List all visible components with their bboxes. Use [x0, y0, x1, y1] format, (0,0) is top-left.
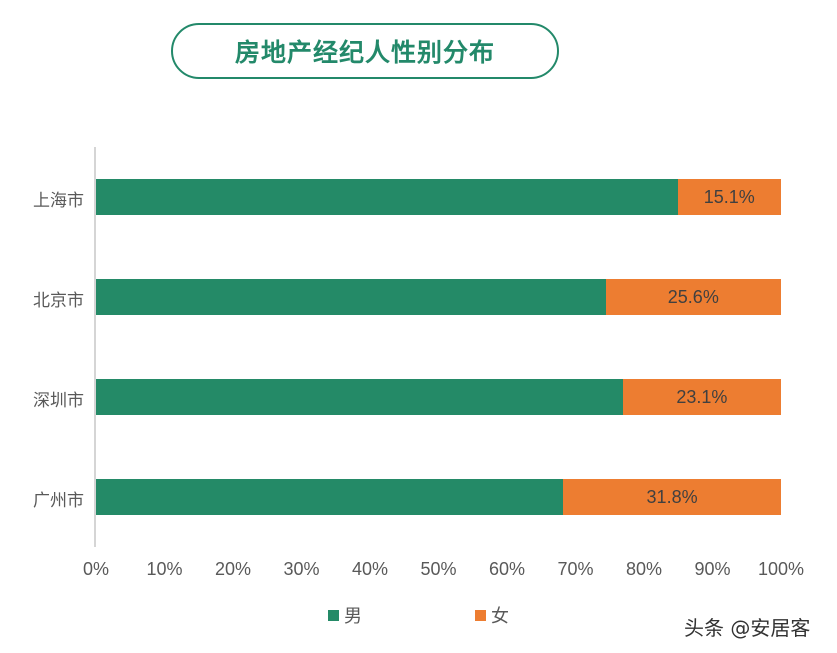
category-label: 深圳市	[33, 391, 84, 411]
legend-swatch-female	[475, 609, 486, 621]
stacked-bar: 23.1%	[96, 379, 781, 415]
x-tick-label: 70%	[557, 559, 594, 579]
bar-segment-female: 23.1%	[622, 379, 781, 415]
data-label: 15.1%	[703, 186, 755, 207]
stacked-bar: 31.8%	[96, 479, 781, 515]
x-tick-label: 90%	[694, 559, 731, 579]
y-axis-line	[94, 147, 96, 547]
chart-title-pill: 房地产经纪人性别分布	[171, 23, 559, 79]
category-label: 上海市	[33, 191, 84, 211]
data-label: 23.1%	[676, 386, 728, 407]
legend-item-female: 女	[475, 602, 509, 628]
x-tick-label: 10%	[146, 559, 183, 579]
stacked-bar: 15.1%	[96, 179, 781, 215]
x-tick-label: 20%	[214, 559, 252, 579]
x-tick-label: 40%	[351, 559, 389, 579]
bar-segment-female: 25.6%	[605, 279, 781, 315]
x-tick-label: 30%	[283, 559, 320, 579]
bar-segment-male	[96, 179, 678, 215]
category-label: 北京市	[33, 291, 84, 311]
data-label: 25.6%	[667, 286, 719, 307]
x-tick-label: 0%	[82, 559, 110, 579]
chart-title: 房地产经纪人性别分布	[234, 38, 495, 67]
legend-swatch-male	[328, 609, 339, 621]
stacked-bar: 25.6%	[96, 279, 781, 315]
bar-segment-male	[96, 379, 623, 415]
x-tick-label: 50%	[420, 559, 457, 579]
legend-item-male: 男	[328, 602, 362, 628]
x-tick-label: 80%	[625, 559, 663, 579]
bar-segment-male	[96, 279, 606, 315]
watermark: 头条 @安居客	[684, 616, 811, 640]
x-tick-label: 100%	[757, 559, 805, 579]
data-label: 31.8%	[646, 486, 698, 507]
legend-label-female: 女	[491, 606, 509, 627]
bar-segment-male	[96, 479, 564, 515]
x-tick-label: 60%	[488, 559, 526, 579]
bar-segment-female: 15.1%	[677, 179, 781, 215]
category-label: 广州市	[33, 491, 84, 511]
bar-segment-female: 31.8%	[563, 479, 781, 515]
legend-label-male: 男	[344, 606, 362, 627]
